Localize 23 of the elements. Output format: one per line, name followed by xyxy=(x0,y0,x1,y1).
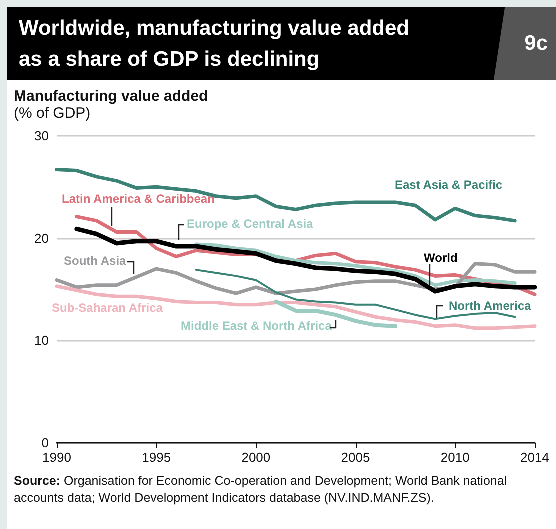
y-tick-label: 10 xyxy=(34,333,49,348)
x-tick-label: 1990 xyxy=(42,450,72,465)
series-label: Europe & Central Asia xyxy=(187,217,314,231)
x-tick-label: 1995 xyxy=(142,450,172,465)
series-label: Sub-Saharan Africa xyxy=(52,301,164,315)
series-label: South Asia xyxy=(64,254,127,268)
series-label: World xyxy=(424,251,458,265)
series-label: North America xyxy=(449,299,532,313)
chart-title: Worldwide, manufacturing value added as a share of GDP is declining xyxy=(19,16,410,73)
y-tick-label: 30 xyxy=(34,128,49,144)
x-tick-label: 2000 xyxy=(242,450,271,465)
x-tick-label: 2005 xyxy=(341,450,370,465)
source-note: Source: Organisation for Economic Co-operation and Development; World Bank national accounts data; World Development Indicators database (NV.IND.MANF.ZS). xyxy=(14,473,508,507)
y-axis-title: Manufacturing value added (% of GDP) xyxy=(14,88,208,122)
series-label: Middle East & North Africa xyxy=(181,319,332,333)
series-label: Latin America & Caribbean xyxy=(62,192,215,206)
x-tick-label: 2010 xyxy=(440,450,470,465)
y-tick-label: 0 xyxy=(42,436,49,450)
text: 9c xyxy=(494,7,556,80)
line-series xyxy=(194,242,517,288)
x-tick-label: 2014 xyxy=(520,450,550,465)
series-label: East Asia & Pacific xyxy=(395,178,503,192)
y-tick-label: 20 xyxy=(34,230,49,246)
